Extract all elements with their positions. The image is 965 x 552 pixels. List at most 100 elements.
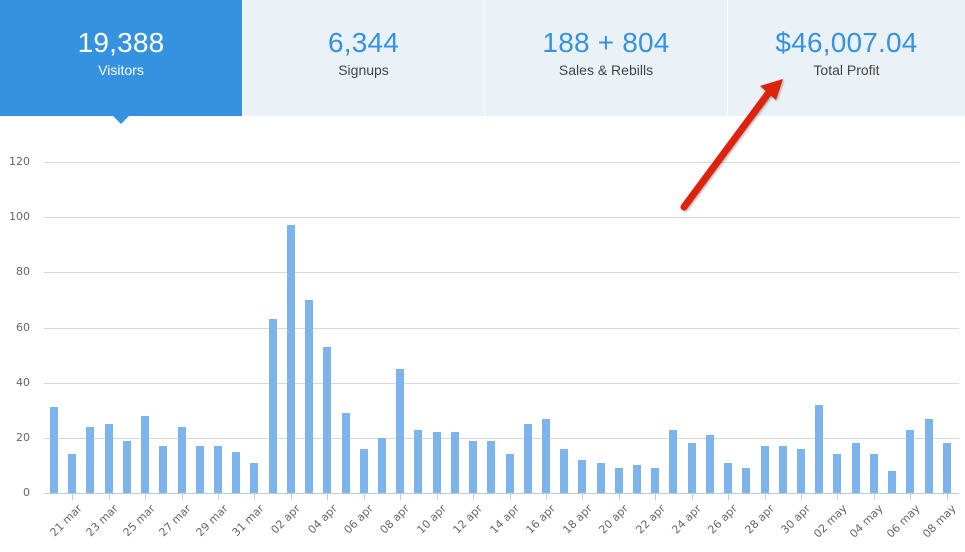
chart-bar[interactable] [906, 429, 915, 493]
stat-label: Total Profit [813, 62, 880, 78]
chart-bar[interactable] [487, 440, 496, 493]
chart-bar[interactable] [851, 443, 860, 493]
chart-bar[interactable] [104, 424, 113, 493]
x-axis-tick-label: 24 apr [669, 502, 704, 537]
x-axis-tick-label: 14 apr [487, 502, 522, 537]
chart-bar[interactable] [68, 454, 77, 493]
chart-bar[interactable] [305, 299, 314, 493]
chart-bar[interactable] [614, 468, 623, 493]
x-axis-tick [801, 494, 802, 500]
chart-bar[interactable] [924, 418, 933, 493]
x-axis-tick-label: 21 mar [47, 502, 85, 540]
chart-bar[interactable] [213, 446, 222, 493]
chart-bar[interactable] [523, 424, 532, 493]
chart-bar[interactable] [687, 443, 696, 493]
y-axis-tick-label: 120 [9, 155, 30, 168]
x-axis-tick-label: 29 mar [193, 502, 231, 540]
chart-bar[interactable] [286, 225, 295, 493]
x-axis-tick [364, 494, 365, 500]
x-axis-tick-label: 22 apr [632, 502, 668, 537]
stat-tile-total-profit[interactable]: $46,007.04 Total Profit [727, 0, 965, 116]
stats-bar: 19,388 Visitors 6,344 Signups 188 + 804 … [0, 0, 965, 124]
chart-bar[interactable] [596, 462, 605, 493]
chart-bar[interactable] [50, 407, 58, 493]
stat-tile-signups[interactable]: 6,344 Signups [242, 0, 484, 116]
chart-bar[interactable] [505, 454, 514, 493]
x-axis-tick-label: 04 may [847, 502, 887, 541]
chart-bar[interactable] [177, 426, 186, 493]
x-axis-tick [728, 494, 729, 500]
chart-bar[interactable] [724, 462, 733, 493]
chart-bar[interactable] [450, 432, 459, 493]
chart-bar[interactable] [414, 429, 423, 493]
x-axis-tick [145, 494, 146, 500]
chart-bar[interactable] [778, 446, 787, 493]
x-axis-tick-label: 30 apr [778, 502, 814, 537]
x-axis-tick [510, 494, 511, 500]
chart-bar[interactable] [578, 459, 587, 493]
stat-tile-sales-rebills[interactable]: 188 + 804 Sales & Rebills [484, 0, 727, 116]
chart-bar[interactable] [541, 418, 550, 493]
chart-bar[interactable] [341, 413, 350, 493]
stat-value: 6,344 [327, 27, 400, 58]
x-axis-tick [947, 494, 948, 500]
x-axis-tick [327, 494, 328, 500]
x-axis-tick-label: 18 apr [560, 502, 595, 537]
chart-bar[interactable] [888, 470, 897, 493]
chart-bar[interactable] [833, 454, 842, 493]
x-axis-tick [655, 494, 656, 500]
x-axis-tick [437, 494, 438, 500]
stat-tile-visitors[interactable]: 19,388 Visitors [0, 0, 242, 124]
stat-value: 19,388 [77, 27, 165, 58]
x-axis-tick-label: 02 may [811, 502, 850, 541]
chart-bar[interactable] [232, 451, 241, 493]
x-axis-tick-label: 27 mar [156, 502, 194, 540]
x-axis-tick-label: 06 may [884, 502, 923, 541]
x-axis-tick [291, 494, 292, 500]
gridline [44, 162, 959, 163]
x-axis-tick-label: 06 apr [341, 502, 376, 537]
chart-bar[interactable] [86, 426, 95, 493]
stat-label: Sales & Rebills [558, 62, 654, 78]
chart-bar[interactable] [560, 448, 569, 493]
chart-bar[interactable] [633, 465, 642, 493]
chart-bar[interactable] [268, 319, 277, 493]
x-axis-tick-label: 12 apr [450, 502, 486, 537]
x-axis-tick [765, 494, 766, 500]
y-axis-tick-label: 60 [16, 320, 30, 334]
chart-bar[interactable] [122, 440, 131, 493]
chart-bar[interactable] [742, 468, 751, 493]
chart-bar[interactable] [159, 446, 168, 493]
y-axis-tick-label: 20 [16, 430, 30, 444]
x-axis-tick-label: 16 apr [523, 502, 559, 537]
chart-bar[interactable] [797, 448, 806, 493]
chart-bar[interactable] [396, 368, 405, 493]
chart-bar[interactable] [195, 446, 204, 493]
chart-bar[interactable] [942, 443, 951, 493]
chart-bar[interactable] [141, 415, 150, 493]
y-axis-tick-label: 0 [23, 486, 30, 499]
chart-bar[interactable] [323, 346, 332, 493]
chart-bar[interactable] [869, 454, 878, 493]
x-axis-tick [254, 494, 255, 500]
chart-bar[interactable] [815, 404, 824, 493]
gridline [44, 272, 959, 274]
x-axis-tick [837, 494, 838, 500]
chart-bar[interactable] [760, 446, 769, 493]
x-axis-tick [692, 494, 693, 500]
chart-bar[interactable] [705, 435, 714, 493]
chart-bar[interactable] [359, 448, 368, 493]
chart-bar[interactable] [669, 429, 678, 493]
x-axis-tick-label: 26 apr [705, 502, 741, 537]
stat-value: 188 + 804 [542, 27, 670, 58]
x-axis-tick [910, 494, 911, 500]
chart-bar[interactable] [432, 432, 441, 493]
chart-bar[interactable] [250, 462, 259, 493]
chart-bar[interactable] [377, 437, 386, 493]
x-axis-tick-label: 04 apr [305, 502, 340, 537]
chart-bar[interactable] [651, 468, 660, 493]
visitors-bar-chart: 0 20 40 60 80 100 120 21 mar 23 mar 25 mar 27 mar 2… [0, 116, 965, 552]
x-axis-tick-label: 08 apr [377, 502, 413, 537]
chart-bar[interactable] [469, 440, 478, 493]
x-axis-tick [109, 494, 110, 500]
